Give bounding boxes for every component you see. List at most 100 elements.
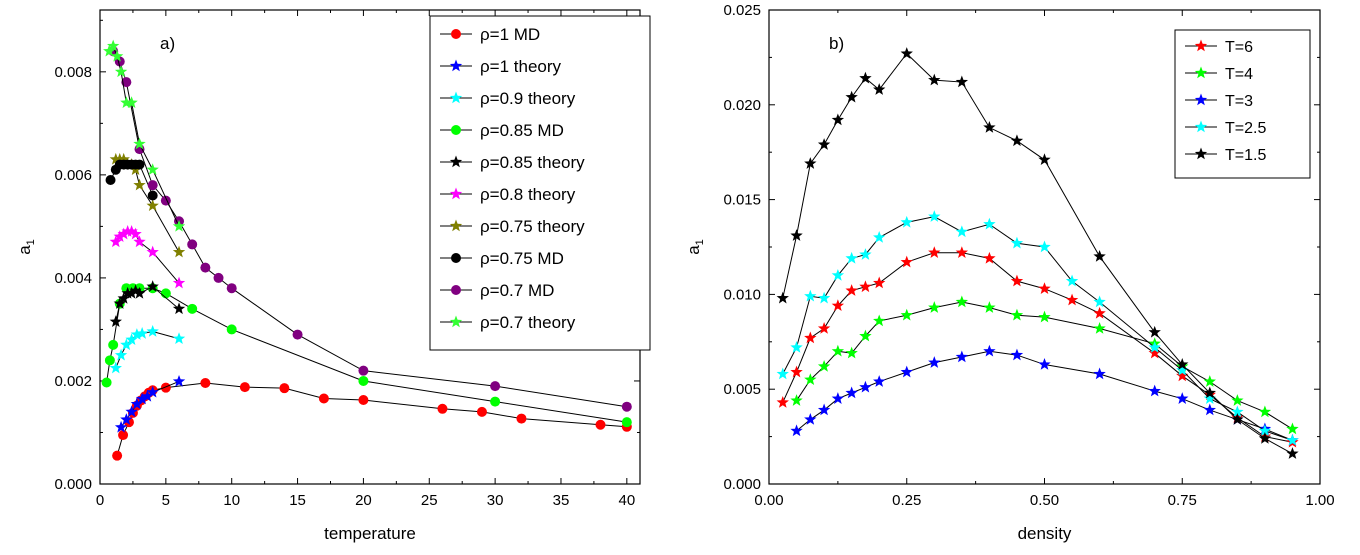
panel-a-data-point	[187, 303, 198, 314]
panel-b-data-point	[859, 380, 872, 393]
panel-b-data-point	[983, 344, 996, 357]
panel-b-x-tick-label: 0.25	[892, 492, 921, 509]
panel-b-y-tick-label: 0.000	[723, 476, 761, 493]
panel-a-data-point	[146, 385, 159, 398]
panel-a-legend-item: ρ=0.7 MD	[440, 281, 554, 300]
panel-b-data-point	[817, 403, 831, 416]
panel-a-legend-label: ρ=1 theory	[480, 57, 562, 76]
panel-a-y-tick-label: 0.004	[54, 270, 92, 287]
panel-a-legend-label: ρ=0.7 theory	[480, 313, 576, 332]
panel-b-data-point	[1176, 392, 1189, 404]
panel-a-legend-marker	[451, 125, 461, 135]
panel-a-data-point	[279, 383, 290, 394]
panel-a-data-point	[114, 420, 128, 433]
panel-b-data-point	[845, 346, 858, 359]
panel-b-data-point	[900, 215, 913, 228]
panel-a-series-2	[109, 325, 186, 374]
panel-a-legend-marker	[449, 315, 463, 328]
panel-b-legend-item: T=1.5	[1185, 147, 1266, 164]
panel-b-data-point	[776, 395, 789, 408]
panel-b-data-point	[873, 314, 886, 327]
panel-b-legend-label: T=1.5	[1225, 147, 1266, 164]
panel-b-data-point	[804, 331, 817, 344]
panel-b-data-point	[845, 90, 858, 103]
panel-a-data-point	[292, 329, 303, 340]
panel-b-data-point	[1093, 322, 1106, 334]
panel-b-data-point	[873, 231, 886, 243]
panel-a-data-point	[133, 178, 146, 191]
panel-b-series-3	[776, 210, 1299, 446]
panel-b-data-point	[845, 284, 858, 296]
panel-b-data-point	[1093, 295, 1106, 308]
panel-a-data-point	[141, 389, 154, 402]
panel-a-data-point	[125, 286, 138, 299]
panel-a-data-point	[358, 395, 369, 406]
panel-a-legend-item: ρ=0.8 theory	[440, 185, 576, 204]
panel-b-panel-label: b)	[829, 34, 844, 53]
panel-b-data-point	[955, 75, 969, 88]
panel-b-data-point	[928, 356, 941, 368]
panel-b-data-point	[831, 113, 845, 126]
panel-b-data-point	[1286, 422, 1299, 435]
panel-b-data-point	[1176, 363, 1189, 376]
panel-a-series-line	[115, 231, 180, 284]
panel-a-x-tick-label: 35	[553, 492, 570, 509]
panel-b-data-point	[1093, 367, 1106, 380]
panel-b-data-point	[1038, 153, 1051, 166]
panel-a-data-point	[109, 235, 122, 248]
panel-a-y-tick-label: 0.006	[54, 167, 92, 184]
panel-b-data-point	[955, 295, 969, 308]
panel-a-data-point	[112, 450, 123, 461]
panel-a-data-point	[129, 227, 142, 240]
panel-b-data-point	[1148, 346, 1161, 359]
panel-b-data-point	[1231, 405, 1244, 418]
panel-b-data-point	[831, 268, 845, 281]
panel-a-data-point	[358, 375, 369, 386]
panel-b-data-point	[776, 367, 789, 380]
panel-a-legend-marker	[449, 91, 463, 104]
panel-a-data-point	[125, 96, 138, 108]
panel-a-series-line	[106, 287, 627, 423]
panel-a-data-point	[172, 245, 186, 258]
panel-b-data-point	[928, 210, 941, 222]
panel-a-x-tick-label: 30	[487, 492, 504, 509]
panel-b-x-tick-label: 1.00	[1305, 492, 1334, 509]
panel-a-legend-marker	[449, 187, 463, 200]
panel-b-data-point	[928, 301, 941, 313]
panel-a-data-point	[113, 230, 126, 242]
panel-a-panel-label: a)	[160, 34, 175, 53]
panel-a-data-point	[172, 332, 186, 344]
panel-b-data-point	[859, 71, 872, 84]
panel-a-y-axis-title-main: a	[15, 245, 34, 255]
panel-a-data-point	[133, 137, 146, 150]
panel-b-data-point	[873, 276, 886, 289]
panel-b-data-point	[1038, 240, 1051, 253]
panel-b-legend-label: T=4	[1225, 66, 1253, 83]
panel-a-x-tick-label: 15	[289, 492, 306, 509]
panel-b-data-point	[790, 340, 803, 353]
panel-b-x-tick-label: 0.75	[1168, 492, 1197, 509]
panel-a-data-point	[114, 348, 128, 361]
panel-a-legend-label: ρ=0.75 MD	[480, 249, 564, 268]
panel-a-data-point	[117, 227, 130, 240]
panel-a-data-point	[146, 280, 159, 292]
panel-b-data-point	[1203, 375, 1216, 387]
panel-a-series-7	[105, 159, 158, 201]
panel-b-y-axis-title: a1	[684, 239, 706, 255]
panel-a-x-tick-label: 25	[421, 492, 438, 509]
panel-b-data-point	[955, 350, 969, 363]
panel-a-legend-item: ρ=0.75 theory	[440, 217, 585, 236]
panel-a-data-point	[172, 276, 186, 289]
panel-a-y-tick-label: 0.002	[54, 373, 92, 390]
panel-a-data-point	[129, 284, 142, 297]
panel-a-data-point	[130, 328, 144, 340]
panel-b-data-point	[831, 392, 845, 404]
panel-a-data-point	[103, 44, 116, 57]
panel-a-x-tick-label: 0	[96, 492, 104, 509]
panel-b-data-point	[955, 246, 969, 258]
panel-a-data-point	[146, 199, 159, 212]
panel-b-legend-marker	[1194, 120, 1208, 133]
panel-b-x-tick-label: 0.50	[1030, 492, 1059, 509]
